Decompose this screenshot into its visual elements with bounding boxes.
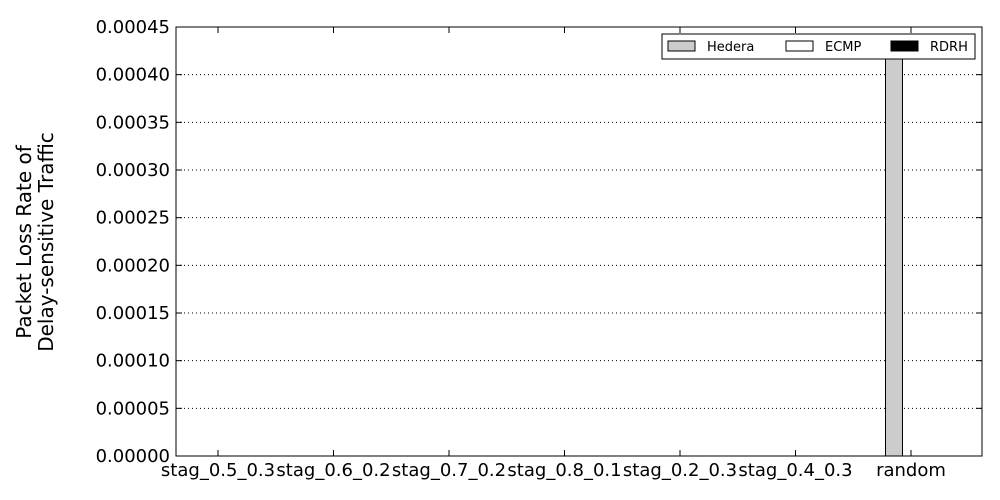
y-tick-label: 0.00020	[96, 255, 170, 276]
y-tick-label: 0.00045	[96, 17, 170, 38]
x-tick-label: random	[876, 460, 946, 481]
legend-label-hedera: Hedera	[707, 40, 754, 55]
x-tick-label: stag_0.4_0.3	[738, 460, 852, 481]
bar-hedera-6	[885, 57, 903, 457]
x-tick-label: stag_0.2_0.3	[623, 460, 737, 481]
legend-label-ecmp: ECMP	[825, 40, 862, 55]
bars	[885, 57, 903, 457]
y-tick-label: 0.00035	[96, 112, 170, 133]
x-tick-label: stag_0.6_0.2	[276, 460, 390, 481]
y-axis-label-line: Packet Loss Rate of	[12, 144, 36, 338]
y-tick-label: 0.00000	[96, 446, 170, 467]
y-tick-label: 0.00030	[96, 160, 170, 181]
y-tick-label: 0.00010	[96, 351, 170, 372]
y-tick-label: 0.00040	[96, 65, 170, 86]
y-tick-label: 0.00025	[96, 208, 170, 229]
plot-frame	[175, 26, 983, 457]
legend-swatch-rdrh	[890, 40, 919, 52]
y-tick-label: 0.00015	[96, 303, 170, 324]
y-axis-label-line: Delay-sensitive Traffic	[34, 132, 58, 352]
x-tick-label: stag_0.5_0.3	[161, 460, 275, 481]
x-axis-ticks: stag_0.5_0.3 stag_0.6_0.2 stag_0.7_0.2 stag…	[161, 27, 946, 481]
legend-box	[661, 33, 976, 60]
legend: Hedera ECMP RDRH	[661, 33, 976, 60]
x-tick-label: stag_0.8_0.1	[507, 460, 621, 481]
grid-lines	[176, 74, 982, 409]
y-tick-label: 0.00005	[96, 398, 170, 419]
legend-swatch-ecmp	[785, 40, 814, 52]
legend-label-rdrh: RDRH	[930, 40, 968, 55]
y-axis-ticks: 0.00000 0.00005 0.00010 0.00015 0.00020 0.000…	[96, 17, 982, 467]
x-tick-label: stag_0.7_0.2	[392, 460, 506, 481]
legend-swatch-hedera	[667, 40, 696, 52]
